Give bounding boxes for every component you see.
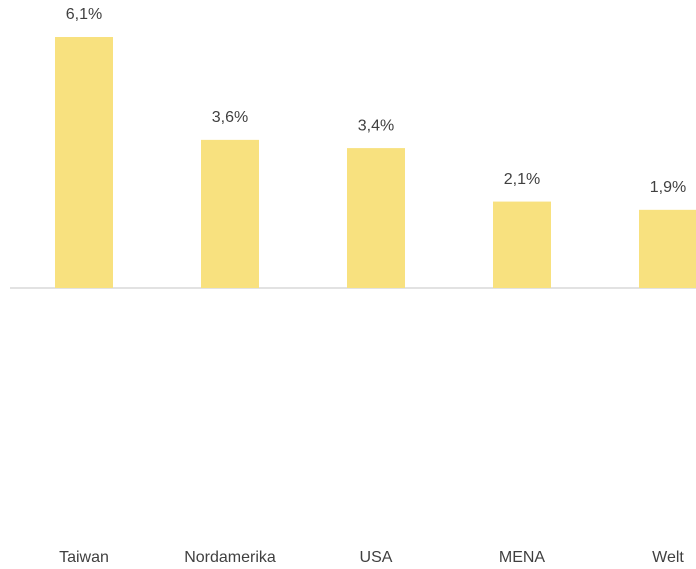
x-tick-label: MENA — [499, 549, 546, 566]
x-tick-label: Nordamerika — [184, 549, 276, 566]
bar — [493, 201, 551, 288]
value-label: 3,6% — [212, 109, 248, 126]
value-label: 6,1% — [66, 6, 102, 23]
bar — [201, 139, 259, 288]
bar — [55, 37, 113, 288]
x-tick-label: USA — [360, 549, 393, 566]
value-label: 1,9% — [650, 179, 686, 196]
bar — [347, 148, 405, 288]
x-tick-label: Welt — [652, 549, 684, 566]
x-tick-label: Taiwan — [59, 549, 109, 566]
bar — [639, 209, 696, 288]
value-label: 3,4% — [358, 117, 394, 134]
value-label: 2,1% — [504, 171, 540, 188]
